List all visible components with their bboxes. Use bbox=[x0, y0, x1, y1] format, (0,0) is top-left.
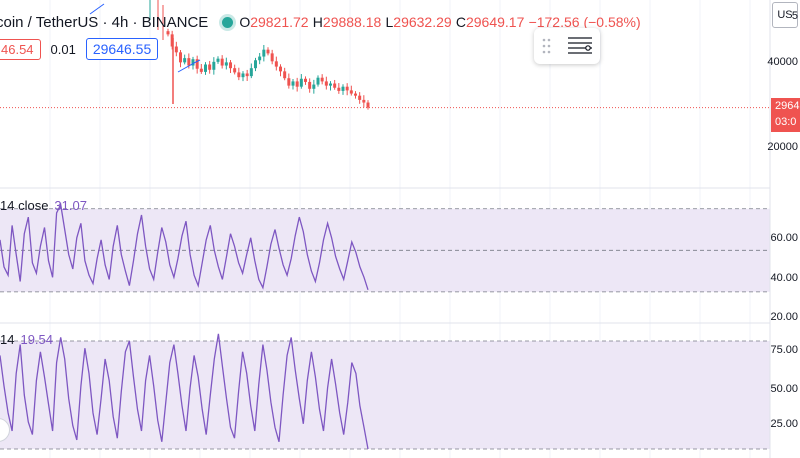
last-price-value: 2964 bbox=[775, 100, 800, 112]
candle-body bbox=[358, 95, 362, 100]
rsi-tick-label: 40.00 bbox=[770, 272, 798, 284]
low-label: L bbox=[385, 13, 394, 30]
candle-body bbox=[174, 46, 178, 53]
candle-body bbox=[341, 86, 345, 91]
open-value: 29821.72 bbox=[250, 13, 309, 30]
candle-body bbox=[295, 81, 299, 87]
indicator-line bbox=[0, 202, 369, 290]
candle-body bbox=[291, 81, 295, 86]
trend-line bbox=[89, 3, 105, 15]
candle-body bbox=[249, 68, 253, 77]
price-pane bbox=[0, 0, 770, 110]
buy-button[interactable]: 29646.55 bbox=[85, 38, 159, 60]
candle-body bbox=[266, 49, 270, 54]
rsi-pane bbox=[0, 202, 770, 293]
candle-body bbox=[304, 78, 307, 82]
candle-body bbox=[187, 58, 191, 66]
candle-body bbox=[166, 31, 170, 35]
price-tick-label: 5 bbox=[791, 10, 798, 22]
close-value: 29649.17 bbox=[465, 13, 525, 30]
candle-body bbox=[199, 68, 203, 72]
candle-body bbox=[287, 78, 291, 86]
candle-body bbox=[183, 58, 187, 63]
last-price-tag: 2964 03:0 bbox=[771, 98, 800, 132]
candle-body bbox=[316, 77, 320, 85]
bar-countdown: 03:0 bbox=[775, 116, 797, 128]
candle-body bbox=[283, 71, 287, 79]
trend-line bbox=[177, 59, 201, 73]
candle-body bbox=[224, 62, 228, 66]
stoch-pane bbox=[0, 333, 770, 450]
candle-body bbox=[279, 66, 282, 72]
candle-body bbox=[262, 49, 266, 57]
candle-body bbox=[312, 84, 316, 89]
candle-body bbox=[191, 59, 195, 66]
market-status-dot bbox=[222, 16, 234, 28]
symbol-title[interactable]: coin / TetherUS · 4h · BINANCE bbox=[0, 13, 209, 31]
stoch-tick-label: 50.00 bbox=[770, 383, 798, 395]
settings-lines-icon[interactable] bbox=[566, 34, 596, 58]
close-label: C bbox=[455, 13, 466, 30]
candle-body bbox=[320, 77, 324, 82]
candle-body bbox=[308, 81, 312, 89]
indicator-line bbox=[0, 333, 369, 450]
indicator-band bbox=[0, 341, 770, 449]
candle-body bbox=[241, 73, 245, 78]
drag-handle-icon[interactable] bbox=[534, 28, 600, 64]
candle-body bbox=[170, 34, 174, 47]
spread-value: 0.01 bbox=[50, 41, 76, 57]
candle-body bbox=[324, 81, 328, 86]
candle-body bbox=[345, 86, 349, 91]
candle-body bbox=[208, 64, 212, 70]
candle-body bbox=[179, 52, 182, 63]
candle-body bbox=[362, 99, 366, 103]
candle-body bbox=[270, 53, 274, 62]
candle-body bbox=[220, 58, 224, 66]
candle-body bbox=[366, 102, 370, 108]
ohlc-values: O29821.72 H29888.18 L29632.29 C29649.17 … bbox=[239, 14, 640, 31]
price-tick-label: 40000 bbox=[767, 56, 798, 68]
price-tick-label: 20000 bbox=[767, 141, 798, 153]
high-label: H bbox=[312, 13, 323, 30]
floating-toolbar[interactable] bbox=[534, 28, 600, 64]
candle-body bbox=[229, 62, 232, 69]
candle-body bbox=[354, 93, 357, 96]
candle-body bbox=[337, 87, 341, 91]
high-value: 29888.18 bbox=[322, 13, 382, 30]
candle-body bbox=[237, 72, 241, 78]
rsi-params: 14 close bbox=[0, 198, 49, 213]
candle-body bbox=[216, 58, 220, 62]
candle-body bbox=[245, 73, 249, 77]
candle-body bbox=[195, 59, 199, 69]
candle-body bbox=[254, 60, 257, 69]
candle-body bbox=[212, 61, 216, 70]
price-legend[interactable]: coin / TetherUS · 4h · BINANCE O29821.72… bbox=[0, 10, 641, 34]
currency-button[interactable]: US bbox=[772, 2, 798, 28]
change-value: −172.56 (−0.58%) bbox=[528, 13, 641, 30]
open-label: O bbox=[239, 13, 251, 30]
rsi-legend[interactable]: 14 close 31.07 bbox=[0, 198, 87, 213]
candle-body bbox=[333, 83, 337, 88]
stoch-params: 14 bbox=[0, 332, 15, 347]
low-value: 29632.29 bbox=[393, 13, 452, 30]
sell-button[interactable]: 46.54 bbox=[0, 38, 41, 60]
candle-body bbox=[329, 83, 332, 86]
rsi-tick-label: 20.00 bbox=[770, 311, 798, 323]
candle-body bbox=[299, 78, 303, 87]
rsi-tick-label: 60.00 bbox=[770, 232, 798, 244]
stoch-tick-label: 25.00 bbox=[770, 418, 798, 430]
candle-body bbox=[204, 64, 207, 72]
stoch-legend[interactable]: 14 19.54 bbox=[0, 332, 53, 347]
rsi-value: 31.07 bbox=[54, 198, 87, 213]
trade-panel: 46.54 0.01 29646.55 bbox=[0, 38, 159, 60]
stoch-tick-label: 75.00 bbox=[770, 344, 798, 356]
candle-body bbox=[258, 56, 262, 61]
candle-body bbox=[349, 90, 353, 94]
candle-body bbox=[274, 61, 278, 67]
candle-body bbox=[233, 68, 237, 73]
stoch-value: 19.54 bbox=[20, 332, 54, 347]
